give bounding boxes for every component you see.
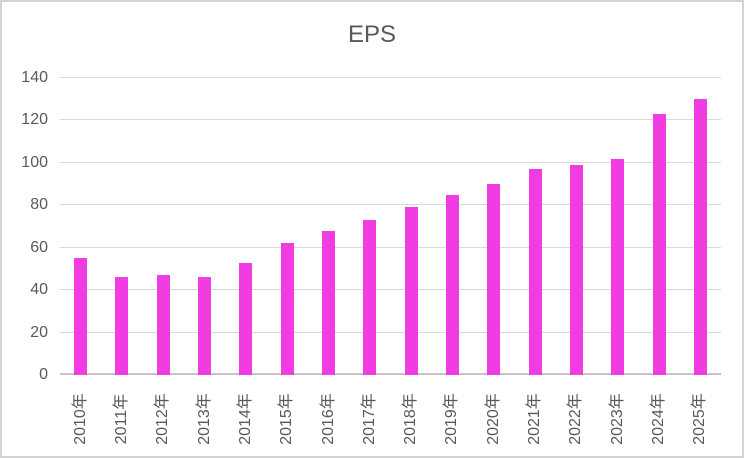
bar: [569, 164, 583, 375]
bar: [198, 277, 212, 375]
y-axis-tick-label: 120: [21, 111, 48, 129]
gridline: [60, 246, 721, 248]
y-axis-tick-label: 60: [30, 238, 48, 256]
x-axis-label: 2010年: [71, 393, 89, 445]
x-axis-label: 2013年: [195, 393, 213, 445]
bar: [115, 277, 129, 375]
x-axis-label: 2024年: [650, 393, 668, 445]
bar: [322, 230, 336, 375]
x-axis-line: [60, 373, 721, 375]
x-axis-label: 2018年: [402, 393, 420, 445]
bar: [445, 194, 459, 375]
x-axis-label: 2020年: [484, 393, 502, 445]
y-axis-tick-label: 0: [39, 366, 48, 383]
bar: [404, 207, 418, 375]
y-axis-tick-label: 140: [21, 69, 48, 86]
gridline: [60, 289, 721, 291]
bar: [280, 243, 294, 375]
bar: [74, 258, 88, 375]
gridline: [60, 77, 721, 78]
bar: [363, 220, 377, 375]
bar: [487, 184, 501, 375]
x-axis-label: 2014年: [236, 393, 254, 445]
x-axis-label: 2023年: [608, 393, 626, 445]
x-axis-label: 2012年: [154, 393, 172, 445]
gridline: [60, 331, 721, 333]
x-axis-label: 2025年: [691, 393, 709, 445]
y-axis-tick-label: 80: [30, 196, 48, 214]
bar: [528, 169, 542, 375]
bar: [693, 99, 707, 375]
bar: [652, 114, 666, 375]
x-axis-label: 2022年: [567, 393, 585, 445]
chart-title: EPS: [347, 21, 397, 48]
bar: [156, 275, 170, 375]
gridline: [60, 204, 721, 206]
plot-area: [60, 77, 721, 375]
y-axis-tick-label: 20: [30, 323, 48, 341]
gridline: [60, 161, 721, 163]
y-axis-tick-label: 40: [30, 281, 48, 299]
x-axis-label: 2015年: [278, 393, 296, 445]
y-axis-tick-label: 100: [21, 153, 48, 171]
x-axis-label: 2011年: [112, 393, 130, 445]
gridline: [60, 119, 721, 121]
x-axis-label: 2016年: [319, 393, 337, 445]
bar: [239, 262, 253, 375]
bar: [611, 158, 625, 375]
x-axis-label: 2021年: [526, 393, 544, 445]
x-axis-label: 2017年: [360, 393, 378, 445]
x-axis-label: 2019年: [443, 393, 461, 445]
